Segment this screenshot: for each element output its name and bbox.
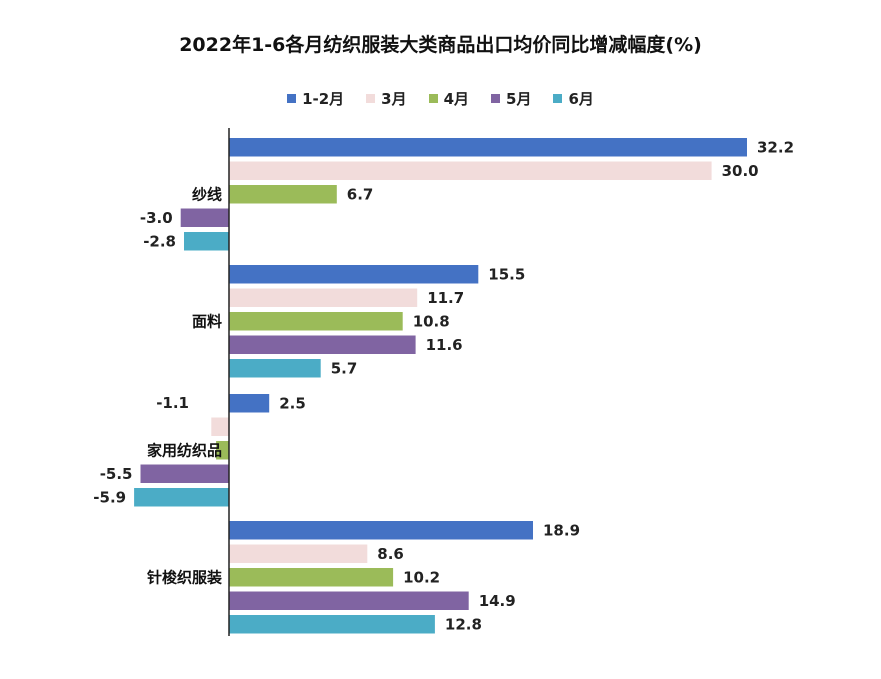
bar [229,394,270,413]
data-label: 11.7 [427,289,464,307]
bar [180,208,229,227]
bar [229,591,469,610]
bar [229,544,368,563]
data-label: -1.1 [156,394,189,412]
data-label: 6.7 [347,185,374,203]
legend-item: 4月 [428,88,470,109]
bar [229,521,533,540]
legend-swatch [428,94,438,103]
data-label: -5.9 [93,488,126,506]
data-label: 5.7 [331,359,358,377]
data-label: -3.0 [140,209,173,227]
data-label: 8.6 [377,545,404,563]
legend-item: 6月 [553,88,594,109]
bar [229,335,416,354]
category-label: 纱线 [192,185,222,203]
legend-swatch [491,94,501,103]
legend-label: 6月 [568,90,594,108]
data-label: 12.8 [445,615,482,633]
legend-item: 1-2月 [287,88,344,109]
data-label: 10.8 [413,312,450,330]
data-label: 14.9 [479,592,516,610]
legend-label: 1-2月 [302,90,345,108]
bar [229,615,435,634]
bar [140,464,229,483]
bar [134,488,229,507]
bar [229,138,747,157]
data-label: 30.0 [722,162,759,180]
legend-item: 5月 [491,88,531,109]
category-label: 家用纺织品 [147,441,222,459]
data-label: -2.8 [143,232,176,250]
bar [229,312,403,331]
legend-label: 3月 [381,90,407,108]
legend-swatch [366,94,376,103]
bar [211,417,229,436]
bar [229,359,321,378]
data-label: 32.2 [757,138,794,156]
legend-swatch [287,94,297,103]
bar [229,568,394,587]
bar [229,185,337,204]
category-label: 针梭织服装 [147,568,223,586]
bar [216,441,229,460]
data-label: 18.9 [543,521,580,539]
bar [184,232,229,251]
data-label: 11.6 [426,336,463,354]
data-label: 10.2 [403,568,440,586]
legend-label: 5月 [506,90,532,108]
legend-swatch [553,94,563,103]
bar [229,265,479,284]
legend-label: 4月 [443,90,470,108]
legend-item: 3月 [366,88,407,109]
chart-title: 2022年1-6各月纺织服装大类商品出口均价同比增减幅度(%) [179,34,702,56]
data-label: 2.5 [279,394,306,412]
bar [229,161,712,180]
bar [229,288,418,307]
legend: 1-2月 3月 4月 5月 6月 [0,88,881,109]
category-label: 面料 [192,312,222,330]
data-label: 15.5 [488,265,525,283]
data-label: -5.5 [100,465,133,483]
